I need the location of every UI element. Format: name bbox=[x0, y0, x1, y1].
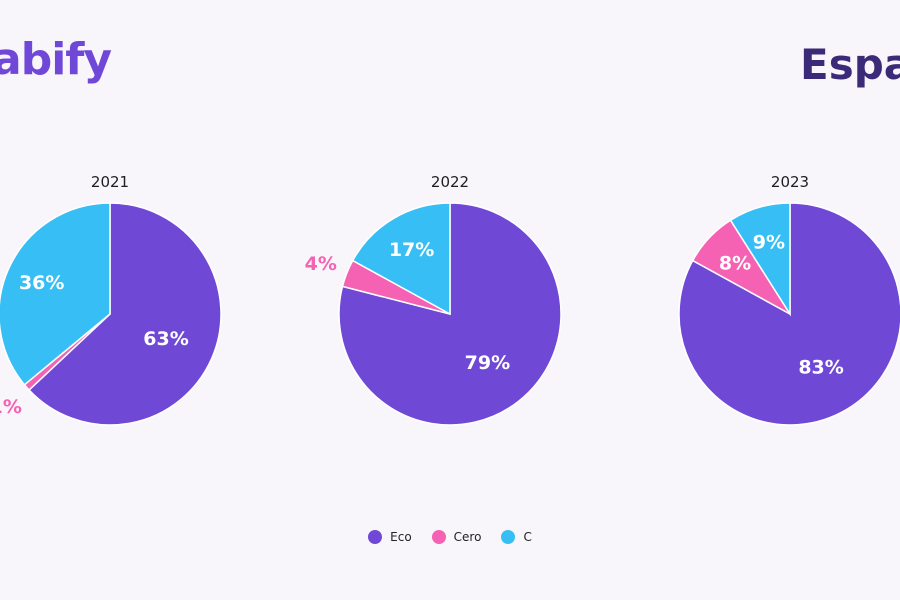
data-label-cero: 8% bbox=[719, 252, 751, 274]
pie-chart-2021: 2021 63% 1% 36% bbox=[0, 173, 222, 426]
data-label-cero: 1% bbox=[0, 396, 22, 418]
data-label-c: 17% bbox=[389, 239, 434, 261]
data-label-c: 36% bbox=[19, 272, 64, 294]
chart-title: 2023 bbox=[771, 173, 809, 191]
chart-title: 2021 bbox=[91, 173, 129, 191]
chart-legend: Eco Cero C bbox=[0, 530, 900, 544]
legend-label-cero: Cero bbox=[453, 530, 482, 544]
data-label-cero: 4% bbox=[305, 253, 337, 275]
legend-item-eco: Eco bbox=[368, 530, 412, 544]
legend-item-c: C bbox=[501, 530, 532, 544]
brand-logo-text: abify bbox=[0, 34, 112, 85]
legend-swatch-cero bbox=[431, 530, 446, 544]
legend-swatch-c bbox=[501, 530, 516, 544]
pie-slice-c bbox=[0, 202, 111, 386]
pie-slice-c bbox=[351, 202, 451, 316]
data-label-eco: 79% bbox=[465, 352, 510, 374]
data-label-eco: 83% bbox=[798, 357, 843, 379]
legend-swatch-eco bbox=[368, 530, 383, 544]
legend-label-c: C bbox=[523, 530, 532, 544]
legend-label-eco: Eco bbox=[390, 530, 412, 544]
data-label-eco: 63% bbox=[143, 328, 188, 350]
pie-slice-eco bbox=[28, 202, 222, 426]
legend-item-cero: Cero bbox=[431, 530, 482, 544]
region-heading: Españ bbox=[800, 40, 900, 89]
pie-slice-c bbox=[729, 202, 791, 317]
chart-title: 2022 bbox=[431, 173, 469, 191]
data-label-c: 9% bbox=[753, 232, 785, 254]
pie-chart-2022: 2022 79% 4% 17% bbox=[305, 173, 562, 426]
pie-chart-2023: 2023 83% 8%9% bbox=[678, 173, 900, 426]
